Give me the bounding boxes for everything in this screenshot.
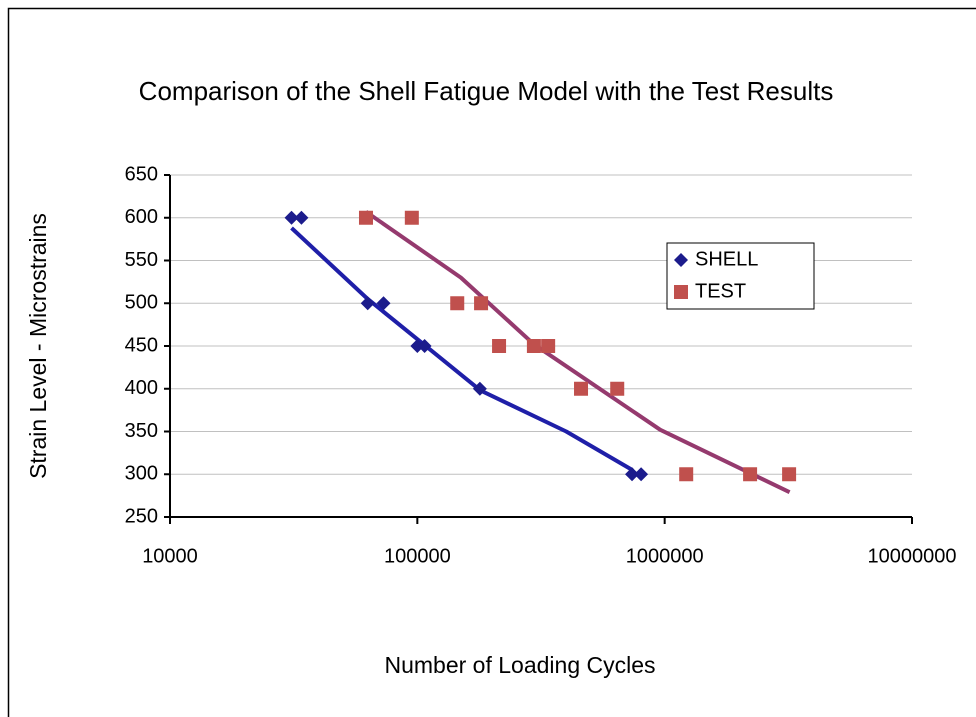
chart-title: Comparison of the Shell Fatigue Model wi… xyxy=(138,76,834,106)
data-point xyxy=(410,339,425,353)
x-tick-label: 10000 xyxy=(142,545,198,567)
data-point xyxy=(474,296,489,311)
x-tick-label: 1000000 xyxy=(626,545,704,567)
data-point xyxy=(284,210,299,225)
data-point xyxy=(472,381,487,396)
data-point xyxy=(610,381,625,396)
data-point xyxy=(294,210,309,225)
x-tick-label: 100000 xyxy=(384,545,451,567)
data-point xyxy=(404,210,419,225)
y-tick-label: 300 xyxy=(125,463,158,485)
data-point xyxy=(360,296,375,311)
data-point xyxy=(450,296,465,311)
y-tick-label: 400 xyxy=(125,377,158,399)
y-tick-label: 550 xyxy=(125,249,158,271)
y-tick-label: 650 xyxy=(125,163,158,185)
legend-marker xyxy=(674,285,688,299)
data-point xyxy=(625,467,640,482)
data-point xyxy=(492,339,507,353)
legend-marker xyxy=(674,253,688,267)
legend-label: SHELL xyxy=(695,248,758,270)
data-point xyxy=(417,339,432,353)
data-point xyxy=(743,467,758,482)
y-tick-label: 500 xyxy=(125,292,158,314)
data-point xyxy=(541,339,556,353)
trend-line xyxy=(290,226,634,472)
x-axis-label: Number of Loading Cycles xyxy=(384,652,655,678)
x-tick-label: 10000000 xyxy=(868,545,957,567)
y-tick-label: 450 xyxy=(125,334,158,356)
y-axis-label: Strain Level - Microstrains xyxy=(25,213,51,479)
y-tick-label: 600 xyxy=(125,206,158,228)
y-tick-label: 350 xyxy=(125,420,158,442)
data-point xyxy=(358,210,373,225)
chart-frame xyxy=(7,7,976,717)
data-point xyxy=(574,381,589,396)
y-tick-label: 250 xyxy=(125,505,158,527)
data-point xyxy=(376,296,391,311)
data-point xyxy=(679,467,694,482)
legend-box xyxy=(666,242,815,310)
legend-label: TEST xyxy=(695,280,746,302)
data-point xyxy=(782,467,797,482)
data-point xyxy=(634,467,649,482)
data-point xyxy=(526,339,541,353)
